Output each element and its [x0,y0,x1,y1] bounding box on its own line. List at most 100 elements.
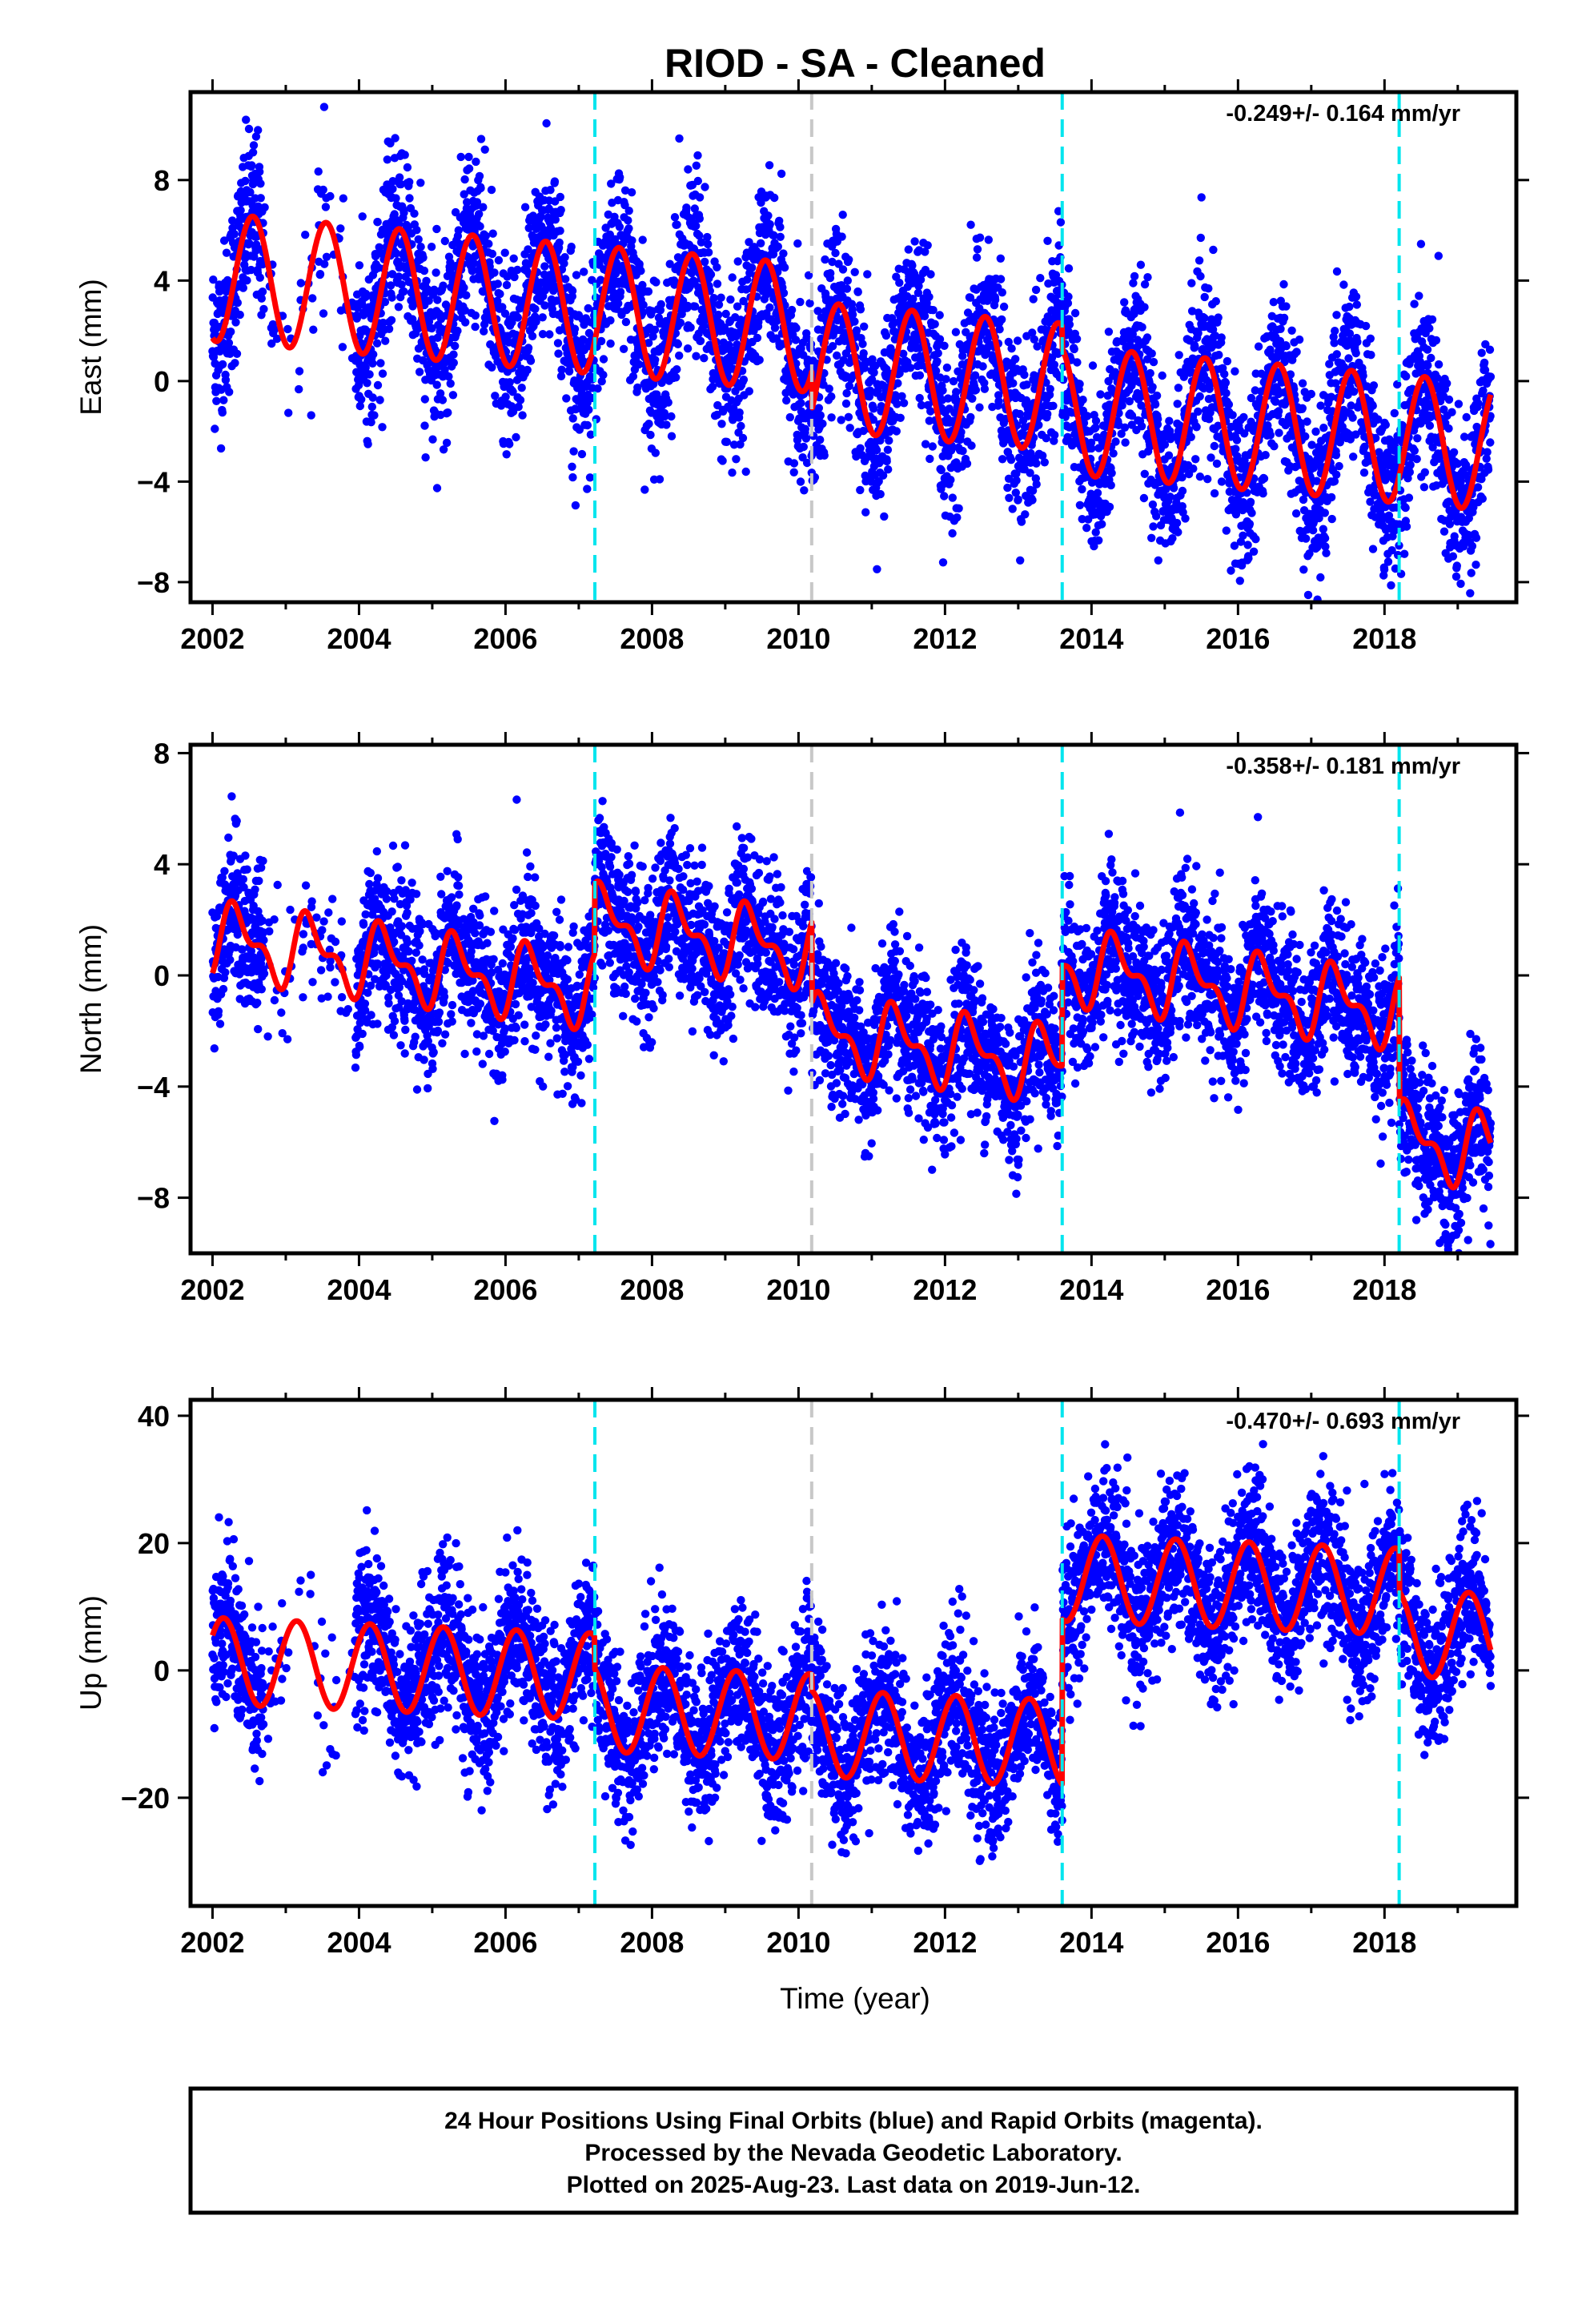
east-data-point [1181,514,1190,523]
east-data-point [464,152,473,162]
east-data-point [553,339,563,348]
east-data-point [1335,461,1343,471]
east-data-point [1222,388,1231,398]
east-data-point [948,529,957,538]
east-data-point [585,473,595,482]
east-data-point [369,350,378,359]
east-data-point [717,420,726,428]
east-data-point [460,306,470,315]
east-data-point [714,310,723,320]
east-data-point [844,412,853,421]
east-data-point [930,320,939,328]
east-data-point [1298,379,1307,388]
east-data-point [580,320,588,329]
east-data-point [1425,324,1434,333]
east-data-point [436,389,445,398]
east-data-point [387,270,397,279]
east-data-point [1040,458,1050,467]
east-data-point [1032,459,1041,468]
east-data-point [572,271,581,279]
east-data-point [1319,525,1328,533]
east-data-point [368,359,377,368]
east-data-point [683,344,693,353]
east-data-point [721,309,730,319]
east-data-point [1016,556,1025,565]
east-data-point [295,384,303,394]
east-data-point [479,203,488,211]
east-data-point [1351,348,1360,358]
east-data-point [692,161,701,170]
east-data-point [820,451,829,460]
east-data-point [421,453,430,462]
east-data-point [1104,328,1114,336]
east-data-point [999,302,1009,312]
east-data-point [611,269,620,278]
east-data-point [464,164,474,173]
east-data-point [1400,549,1409,558]
east-data-point [404,223,413,231]
east-data-point [1186,432,1195,441]
east-data-point [440,236,449,246]
east-data-point [995,325,1004,334]
east-data-point [1292,348,1301,356]
east-data-point [596,336,606,346]
east-data-point [336,224,345,233]
east-data-point [1247,509,1256,517]
east-data-point [387,293,396,302]
east-data-point [518,411,527,420]
east-data-point [692,221,701,231]
east-data-point [1078,485,1086,494]
east-data-point [562,394,571,403]
east-data-point [665,259,674,268]
east-data-point [556,206,565,215]
east-data-point [1427,315,1437,324]
east-data-point [509,254,518,263]
east-data-point [910,237,919,246]
east-data-point [1195,472,1205,481]
east-data-point [416,243,425,251]
east-data-point [367,402,376,412]
east-data-point [584,405,593,414]
east-data-point [1228,411,1237,420]
east-data-point [257,294,266,303]
east-data-point [764,211,773,220]
east-data-point [1381,420,1391,429]
east-data-point [391,134,400,143]
east-data-point [895,278,904,287]
east-data-point [802,458,812,468]
east-data-point [826,269,835,278]
east-data-point [554,349,563,358]
east-data-point [560,253,569,262]
east-data-point [427,243,436,251]
east-data-point [301,231,310,239]
east-data-point [420,266,429,275]
east-data-point [728,468,737,477]
east-data-point [838,265,848,274]
east-data-point [1203,475,1212,484]
east-data-point [508,388,517,396]
east-data-point [1174,351,1183,360]
east-data-point [586,430,596,439]
east-data-point [713,279,722,288]
east-data-point [926,407,935,416]
east-data-point [1164,451,1174,460]
east-data-point [1088,361,1098,370]
east-data-point [520,203,530,211]
east-data-point [1266,431,1275,440]
east-data-point [391,249,401,258]
east-data-point [242,115,251,124]
east-data-point [468,267,476,275]
east-data-point [926,270,935,279]
east-data-point [561,275,570,283]
east-data-point [1259,489,1267,498]
east-data-point [1070,344,1078,354]
east-data-point [1207,453,1215,462]
east-data-point [1245,520,1255,529]
east-data-point [953,513,962,522]
east-data-point [456,152,465,162]
east-data-point [619,344,628,353]
east-data-point [1138,323,1146,332]
east-data-point [1174,384,1183,392]
east-data-point [439,281,448,290]
east-data-point [646,430,655,440]
